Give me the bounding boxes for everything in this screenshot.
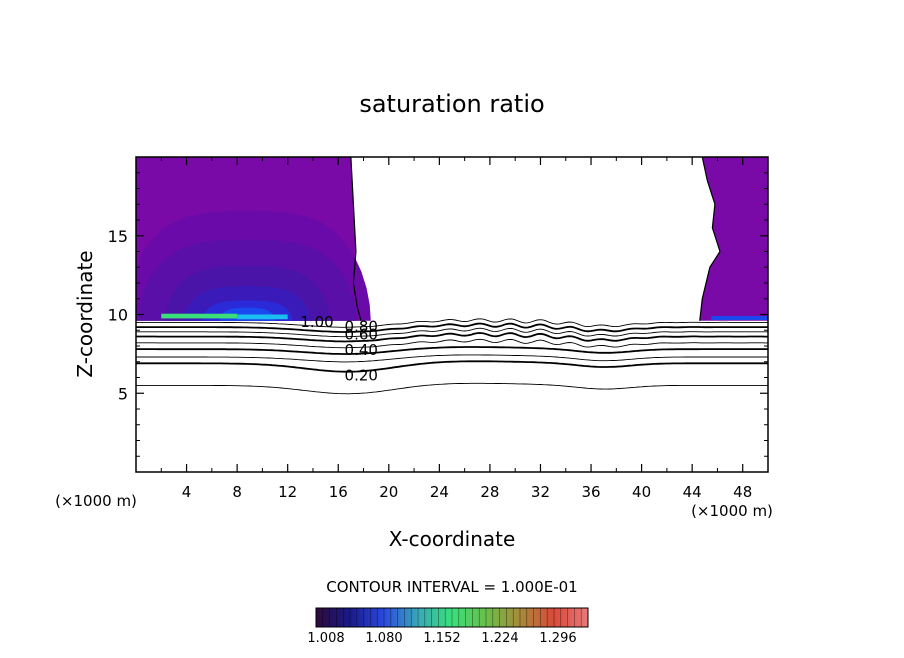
x-tick-label: 28 [480, 483, 499, 501]
x-tick-label: 8 [232, 483, 242, 501]
contour-label: 0.20 [345, 366, 378, 384]
x-axis-unit-right: (×1000 m) [691, 502, 773, 520]
x-tick-label: 44 [683, 483, 702, 501]
x-tick-label: 16 [329, 483, 348, 501]
contour-line-0-2 [136, 360, 768, 373]
x-axis-unit-left: (×1000 m) [55, 492, 137, 510]
contour-label: 0.40 [345, 341, 378, 359]
contour-line-0-3 [136, 354, 768, 363]
colorbar-tick-label: 1.008 [307, 631, 344, 646]
x-axis-ticks: 4 8 12 16 20 24 28 32 36 40 44 48 [160, 157, 769, 501]
fill-band-right-outer [699, 157, 768, 321]
cloud-boundary-left [350, 157, 362, 321]
contour-labels: 1.00 0.800.600.40 0.20 [300, 313, 378, 385]
contour-line-0-7 [136, 327, 768, 338]
contour-lines [136, 318, 768, 395]
x-tick-label: 20 [379, 483, 398, 501]
fill-band-cloud-base-right [711, 316, 768, 321]
y-tick-label: 10 [108, 306, 128, 325]
x-tick-label: 32 [531, 483, 550, 501]
x-tick-label: 12 [278, 483, 297, 501]
colorbar-tick-label: 1.080 [365, 631, 402, 646]
contour-line-0-8 [136, 322, 768, 333]
contour-label: 0.60 [345, 325, 378, 343]
y-tick-label: 5 [118, 384, 128, 403]
x-tick-label: 36 [581, 483, 600, 501]
cloud-boundary-right [699, 157, 721, 321]
x-axis-label: X-coordinate [389, 527, 516, 551]
y-axis-ticks: 5 10 15 [108, 172, 768, 457]
contour-interval-text: CONTOUR INTERVAL = 1.000E-01 [326, 578, 577, 596]
fill-band-cloud-base-left [161, 313, 238, 319]
saturation-fill-region [136, 157, 768, 321]
contour-label: 0.80 [345, 318, 378, 336]
chart-title: saturation ratio [359, 90, 544, 118]
contour-line-0-9 [136, 318, 768, 328]
contour-line-0-4 [136, 346, 768, 355]
x-tick-label: 24 [430, 483, 449, 501]
y-axis-label: Z-coordinate [73, 250, 97, 377]
colorbar-tick-label: 1.296 [539, 631, 576, 646]
colorbar-tick-label: 1.152 [423, 631, 460, 646]
contour-line-0-5 [136, 338, 768, 349]
colorbar-tick-label: 1.224 [481, 631, 518, 646]
fill-band-cloud-base-center [237, 314, 288, 320]
x-tick-label: 40 [632, 483, 651, 501]
x-tick-label: 48 [733, 483, 752, 501]
contour-line-0-6 [136, 332, 768, 343]
y-tick-label: 15 [108, 227, 128, 246]
contour-label: 1.00 [300, 313, 333, 331]
contour-line-0-1 [136, 382, 768, 395]
colorbar: 1.008 1.080 1.152 1.224 1.296 [307, 607, 589, 646]
x-tick-label: 4 [182, 483, 192, 501]
